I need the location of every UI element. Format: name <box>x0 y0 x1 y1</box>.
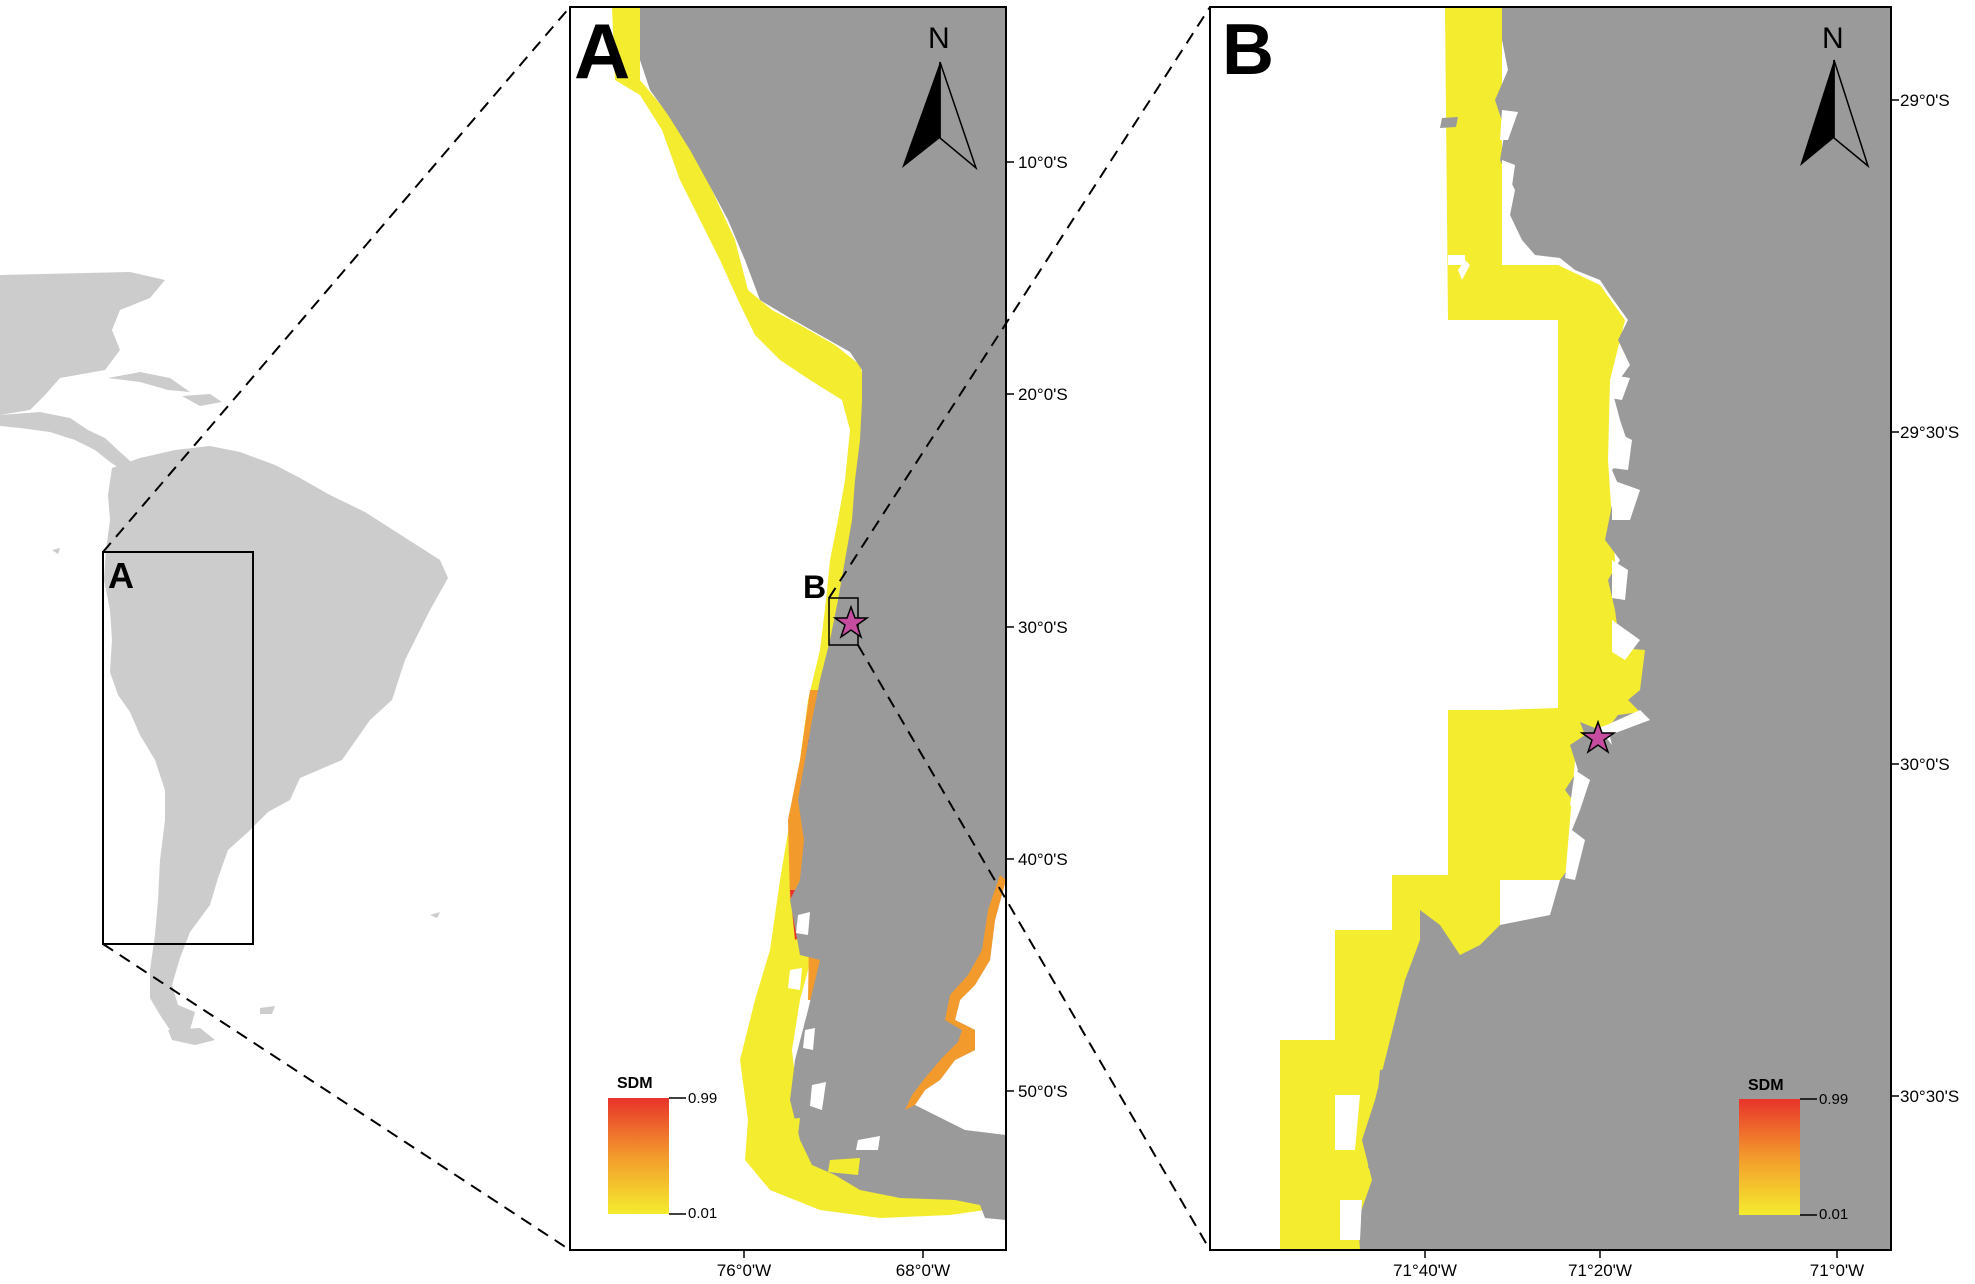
inset-label-a: A <box>108 555 134 596</box>
legend-colorbar-a <box>608 1098 669 1214</box>
legend-min-b: 0.01 <box>1819 1206 1848 1223</box>
lon-axis-a: 76°0'W 68°0'W <box>717 1250 950 1280</box>
chile-land-b <box>1358 7 1891 1250</box>
lon-tick-label: 71°40'W <box>1393 1261 1457 1280</box>
tierra-del-fuego-island <box>168 1028 215 1045</box>
sdm-legend-b: SDM 0.99 0.01 <box>1739 1077 1848 1223</box>
fjord-water <box>788 912 880 1150</box>
lat-tick-label: 29°0'S <box>1900 91 1950 110</box>
connector-lines-b <box>828 6 1211 1251</box>
sdm-coastal-band-b <box>1280 7 1645 1250</box>
panel-b-frame <box>1209 6 1892 1251</box>
fjord-islands <box>748 998 860 1175</box>
lon-axis-b: 71°40'W 71°20'W 71°0'W <box>1393 1250 1864 1280</box>
lat-axis-b: 29°0'S 29°30'S 30°0'S 30°30'S <box>1891 91 1959 1106</box>
legend-colorbar-b <box>1739 1099 1800 1215</box>
falkland-islands <box>260 1006 275 1014</box>
overview-map: A <box>0 272 448 1045</box>
lat-tick-label: 20°0'S <box>1018 385 1068 404</box>
site-star-icon <box>1579 719 1617 754</box>
panel-b-letter: B <box>1222 10 1274 90</box>
legend-max-a: 0.99 <box>688 1090 717 1107</box>
hispaniola-island <box>182 394 222 406</box>
atlantic-sdm-band <box>905 875 1006 1110</box>
panel-b: B N SDM 0.99 0.01 29°0'S 29°30'S 30°0'S … <box>1209 6 1959 1280</box>
lon-tick-label: 71°20'W <box>1568 1261 1632 1280</box>
lat-tick-label: 40°0'S <box>1018 850 1068 869</box>
lat-tick-label: 29°30'S <box>1900 423 1959 442</box>
north-arrow-a-icon: N <box>902 22 978 171</box>
lat-tick-label: 30°0'S <box>1018 618 1068 637</box>
legend-max-b: 0.99 <box>1819 1091 1848 1108</box>
north-label-b: N <box>1822 22 1844 55</box>
lat-tick-label: 50°0'S <box>1018 1082 1068 1101</box>
panel-a-frame <box>569 6 1007 1251</box>
sdm-legend-a: SDM 0.99 0.01 <box>608 1075 717 1222</box>
north-arrow-b-icon: N <box>1800 22 1870 169</box>
lon-tick-label: 68°0'W <box>896 1261 950 1280</box>
inset-frame-a <box>102 551 254 945</box>
legend-title-a: SDM <box>617 1075 653 1092</box>
atlantic-ocean-a <box>915 880 1006 1135</box>
lat-tick-label: 30°0'S <box>1900 755 1950 774</box>
coastal-inlets-b <box>1458 110 1650 925</box>
sea-pocket-b <box>1448 255 1465 265</box>
zoom-label-b: B <box>803 569 826 605</box>
coastal-rocks-b <box>1368 117 1458 1170</box>
south-america-landmass <box>104 446 448 1030</box>
legend-title-b: SDM <box>1748 1077 1784 1094</box>
lat-tick-label: 10°0'S <box>1018 153 1068 172</box>
site-star-icon <box>832 604 870 639</box>
panel-a: B A N SDM 0.99 0.01 10°0'S <box>569 6 1068 1280</box>
central-america-landmass <box>0 412 138 475</box>
north-label-a: N <box>928 22 950 55</box>
lon-tick-label: 76°0'W <box>717 1261 771 1280</box>
lat-axis-a: 10°0'S 20°0'S 30°0'S 40°0'S 50°0'S <box>1006 153 1068 1101</box>
sea-pocket-b <box>1340 1200 1362 1240</box>
connector-lines-a <box>102 6 571 1251</box>
cuba-island <box>108 372 190 392</box>
lon-tick-label: 71°0'W <box>1810 1261 1864 1280</box>
south-america-land-a <box>640 7 1006 1220</box>
lat-tick-label: 30°30'S <box>1900 1087 1959 1106</box>
small-island <box>430 912 440 918</box>
legend-min-a: 0.01 <box>688 1205 717 1222</box>
small-island <box>52 548 60 554</box>
panel-a-letter: A <box>574 7 630 95</box>
north-america-landmass <box>0 272 165 415</box>
sea-pocket-b <box>1335 1095 1360 1150</box>
